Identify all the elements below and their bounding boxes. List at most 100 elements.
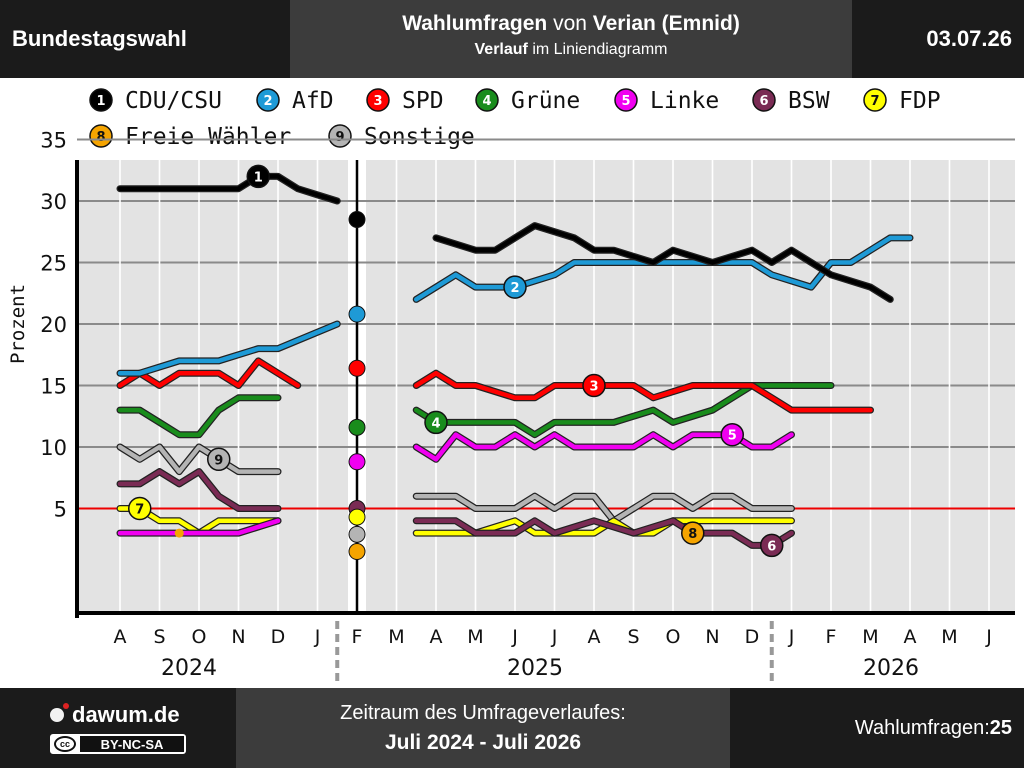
dawum-logo[interactable]: dawum.de xyxy=(50,702,180,728)
x-month-label: D xyxy=(745,626,760,648)
y-tick-label: 20 xyxy=(40,313,67,337)
legend-item-linke: 5 Linke xyxy=(614,88,719,114)
legend-label: FDP xyxy=(899,88,941,114)
series-marker-circle xyxy=(582,373,606,398)
legend-item-cdu-csu: 1 CDU/CSU xyxy=(89,88,222,114)
x-month-label: N xyxy=(705,626,719,648)
series-marker-1: 1 xyxy=(246,164,270,189)
legend-marker xyxy=(614,88,638,112)
legend-marker xyxy=(328,124,352,148)
legend-item-gr-ne: 4 Grüne xyxy=(475,88,580,114)
license-badge[interactable]: cc BY-NC-SA xyxy=(50,734,186,754)
poll-date: 03.07.26 xyxy=(926,26,1012,51)
x-month-label: A xyxy=(588,626,601,648)
x-month-label: M xyxy=(862,626,878,648)
legend-marker-number: 7 xyxy=(870,94,879,109)
x-month-label: F xyxy=(826,626,837,648)
x-month-label: F xyxy=(352,626,363,648)
brand-name: dawum.de xyxy=(72,702,180,727)
x-month-label: M xyxy=(941,626,957,648)
election-result-dot xyxy=(348,359,366,377)
election-result-dot xyxy=(348,543,366,561)
chart-title: Wahlumfragen von Verian (Emnid) xyxy=(402,12,740,35)
legend-marker xyxy=(863,88,887,112)
x-month-label: D xyxy=(271,626,286,648)
y-axis-title: Prozent xyxy=(7,284,29,364)
header-bar: Bundestagswahl Wahlumfragen von Verian (… xyxy=(0,0,1024,78)
x-month-label: S xyxy=(153,626,165,648)
series-line-gr-ne xyxy=(117,395,281,437)
election-result-dot xyxy=(348,453,366,471)
x-month-label: A xyxy=(904,626,917,648)
legend-marker-number: 3 xyxy=(373,94,382,109)
series-line-spd xyxy=(117,358,300,388)
series-marker-number: 2 xyxy=(510,281,519,296)
series-marker-circle xyxy=(760,533,784,558)
series-line-cdu-csu xyxy=(433,223,893,302)
series-marker-number: 5 xyxy=(728,429,737,444)
brand-block: dawum.de cc BY-NC-SA xyxy=(0,688,236,768)
chart-subtitle: Verlauf im Liniendiagramm xyxy=(474,41,668,58)
legend-marker-number: 8 xyxy=(96,130,105,145)
x-month-label: J xyxy=(551,626,558,648)
series-marker-circle xyxy=(681,521,705,545)
legend-marker xyxy=(475,88,499,112)
range-label: Zeitraum des Umfrageverlaufes: xyxy=(340,702,626,724)
series-marker-circle xyxy=(424,410,448,435)
range-value: Juli 2024 - Juli 2026 xyxy=(384,731,582,754)
series-marker-circle xyxy=(720,422,744,447)
x-year-label: 2024 xyxy=(161,656,217,681)
legend-marker-number: 2 xyxy=(263,94,272,109)
legend-marker xyxy=(752,88,776,112)
y-tick-label: 35 xyxy=(40,129,67,153)
x-month-label: M xyxy=(467,626,483,648)
x-month-label: J xyxy=(314,626,321,648)
series-marker-number: 6 xyxy=(767,539,776,554)
x-month-label: S xyxy=(627,626,639,648)
election-result-dot xyxy=(348,418,366,436)
series-marker-circle xyxy=(503,275,527,299)
legend-marker xyxy=(89,124,113,148)
election-result-dot xyxy=(348,508,366,526)
legend-label: BSW xyxy=(788,88,830,114)
x-month-label: J xyxy=(788,626,795,648)
legend-item-fdp: 7 FDP xyxy=(863,88,941,114)
legend-marker-number: 9 xyxy=(335,130,344,145)
legend-item-sonstige: 9 Sonstige xyxy=(328,124,475,150)
line-chart: 1 CDU/CSU 2 AfD 3 SPD 4 Grüne 5 Linke 6 BSW 7 FDP 8 Fre… xyxy=(7,88,1015,683)
legend-item-spd: 3 SPD xyxy=(366,88,444,114)
series-line-bsw xyxy=(414,518,794,548)
legend-item-bsw: 6 BSW xyxy=(752,88,830,114)
legend-label: Linke xyxy=(650,88,719,114)
x-month-label: N xyxy=(231,626,245,648)
legend-marker-number: 4 xyxy=(482,94,491,109)
x-month-label: A xyxy=(430,626,443,648)
x-month-label: A xyxy=(114,626,127,648)
series-marker-6: 6 xyxy=(760,533,784,558)
legend-label: AfD xyxy=(292,88,334,114)
series-marker-number: 7 xyxy=(135,503,144,518)
y-tick-label: 30 xyxy=(40,190,67,214)
series-line-sonstige xyxy=(414,493,794,524)
legend-marker xyxy=(366,88,390,112)
legend-label: Sonstige xyxy=(364,124,475,150)
series-line-linke xyxy=(117,518,281,536)
logo-icon xyxy=(50,703,69,722)
series-marker-circle xyxy=(246,164,270,189)
legend-item-afd: 2 AfD xyxy=(256,88,334,114)
series-line-sonstige xyxy=(117,444,281,474)
election-result-dot xyxy=(348,525,366,543)
election-result-dot xyxy=(348,305,366,323)
election-result-dot xyxy=(348,210,366,228)
chart-heading: Wahlumfragen von Verian (Emnid) Verlauf … xyxy=(290,0,852,78)
legend-marker-number: 6 xyxy=(759,94,768,109)
x-month-label: J xyxy=(985,626,992,648)
series-marker-5: 5 xyxy=(720,422,744,447)
y-tick-label: 10 xyxy=(40,436,67,460)
series-marker-number: 3 xyxy=(589,380,598,395)
series-marker-9: 9 xyxy=(207,447,231,472)
series-marker-number: 1 xyxy=(254,170,263,185)
series-marker-2: 2 xyxy=(503,275,527,299)
range-block: Zeitraum des Umfrageverlaufes: Juli 2024… xyxy=(236,688,730,768)
legend-marker xyxy=(89,88,113,112)
